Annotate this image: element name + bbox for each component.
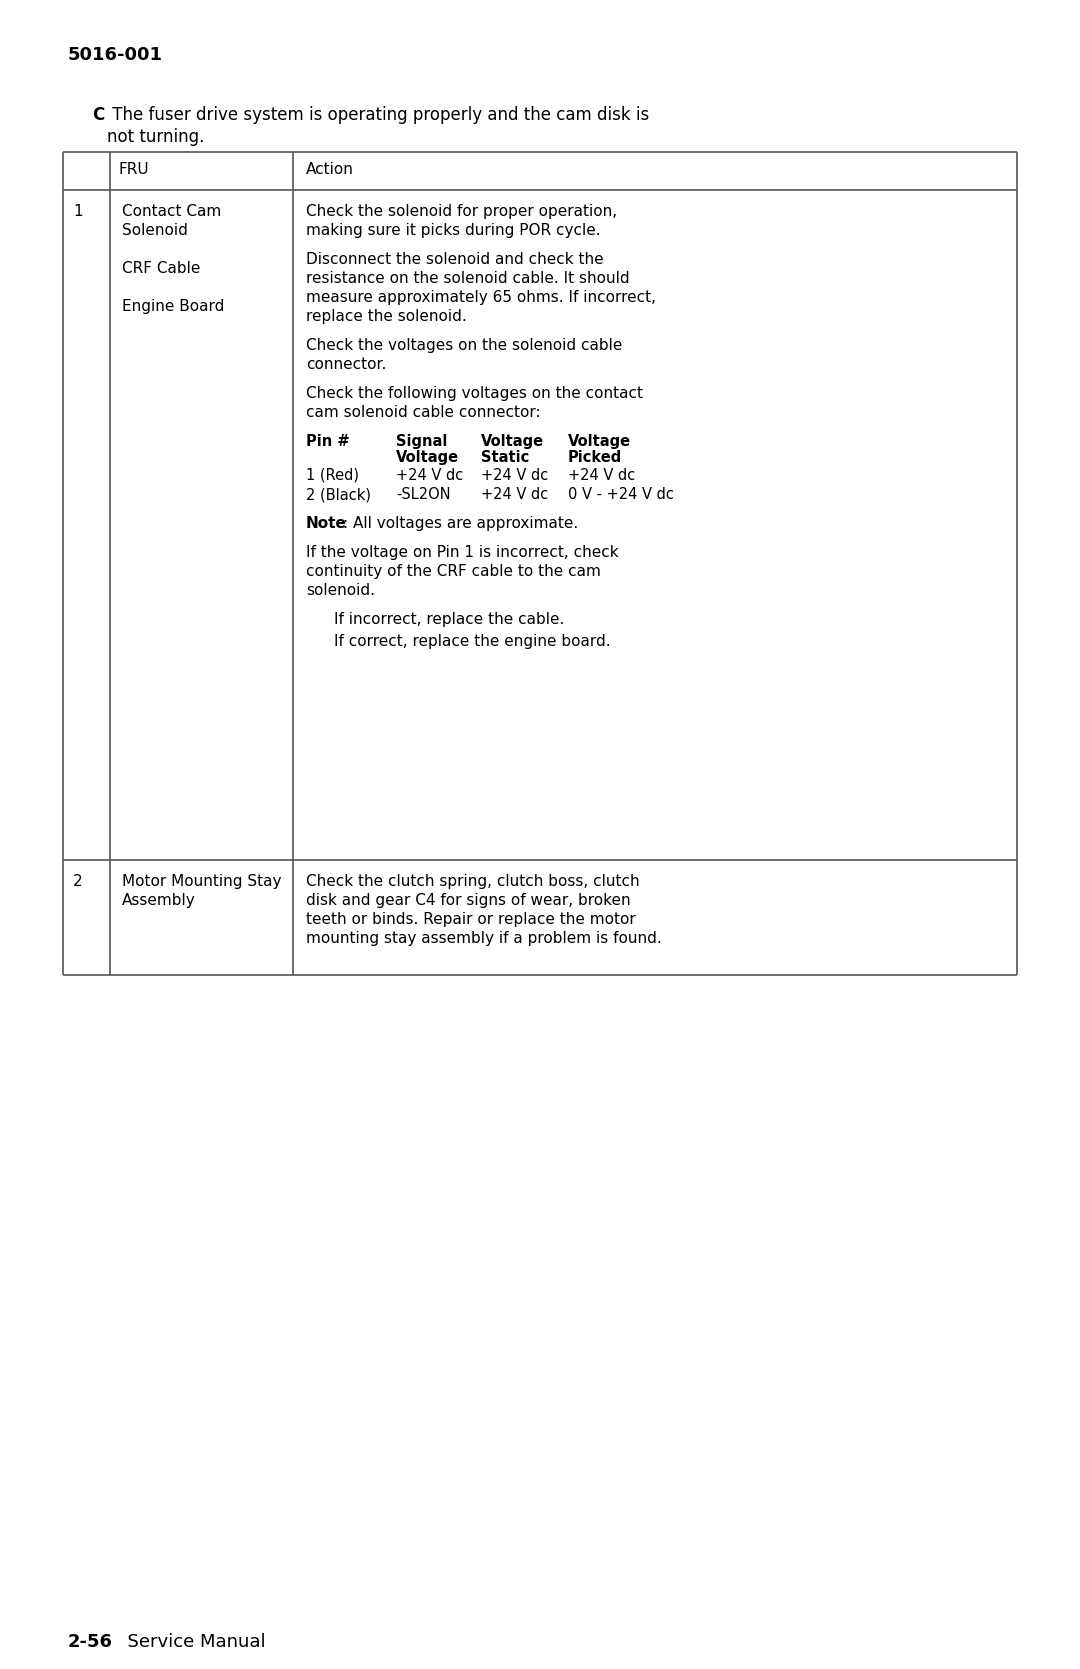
Text: Pin #: Pin # — [306, 434, 350, 449]
Text: Service Manual: Service Manual — [116, 1632, 266, 1651]
Text: If incorrect, replace the cable.: If incorrect, replace the cable. — [334, 613, 565, 628]
Text: continuity of the CRF cable to the cam: continuity of the CRF cable to the cam — [306, 564, 600, 579]
Text: making sure it picks during POR cycle.: making sure it picks during POR cycle. — [306, 224, 600, 239]
Text: teeth or binds. Repair or replace the motor: teeth or binds. Repair or replace the mo… — [306, 911, 636, 926]
Text: Voltage: Voltage — [481, 434, 544, 449]
Text: cam solenoid cable connector:: cam solenoid cable connector: — [306, 406, 541, 421]
Text: Motor Mounting Stay: Motor Mounting Stay — [122, 875, 282, 890]
Text: If correct, replace the engine board.: If correct, replace the engine board. — [334, 634, 610, 649]
Text: Picked: Picked — [568, 451, 622, 466]
Text: 5016-001: 5016-001 — [68, 47, 163, 63]
Text: CRF Cable: CRF Cable — [122, 260, 201, 275]
Text: Note: Note — [306, 516, 347, 531]
Text: 1 (Red): 1 (Red) — [306, 467, 359, 482]
Text: C: C — [92, 107, 105, 124]
Text: 1: 1 — [73, 204, 83, 219]
Text: Check the solenoid for proper operation,: Check the solenoid for proper operation, — [306, 204, 617, 219]
Text: Engine Board: Engine Board — [122, 299, 225, 314]
Text: -SL2ON: -SL2ON — [396, 487, 450, 502]
Text: : All voltages are approximate.: : All voltages are approximate. — [343, 516, 578, 531]
Text: Voltage: Voltage — [568, 434, 631, 449]
Text: Assembly: Assembly — [122, 893, 195, 908]
Text: resistance on the solenoid cable. It should: resistance on the solenoid cable. It sho… — [306, 270, 630, 285]
Text: Signal: Signal — [396, 434, 447, 449]
Text: Voltage: Voltage — [396, 451, 459, 466]
Text: +24 V dc: +24 V dc — [481, 467, 549, 482]
Text: Check the clutch spring, clutch boss, clutch: Check the clutch spring, clutch boss, cl… — [306, 875, 639, 890]
Text: +24 V dc: +24 V dc — [396, 467, 463, 482]
Text: mounting stay assembly if a problem is found.: mounting stay assembly if a problem is f… — [306, 931, 662, 946]
Text: Solenoid: Solenoid — [122, 224, 188, 239]
Text: 2: 2 — [73, 875, 83, 890]
Text: FRU: FRU — [118, 162, 149, 177]
Text: +24 V dc: +24 V dc — [568, 467, 635, 482]
Text: Disconnect the solenoid and check the: Disconnect the solenoid and check the — [306, 252, 604, 267]
Text: Action: Action — [306, 162, 354, 177]
Text: The fuser drive system is operating properly and the cam disk is: The fuser drive system is operating prop… — [107, 107, 649, 124]
Text: Static: Static — [481, 451, 529, 466]
Text: 2-56: 2-56 — [68, 1632, 113, 1651]
Text: 0 V - +24 V dc: 0 V - +24 V dc — [568, 487, 674, 502]
Text: disk and gear C4 for signs of wear, broken: disk and gear C4 for signs of wear, brok… — [306, 893, 631, 908]
Text: +24 V dc: +24 V dc — [481, 487, 549, 502]
Text: Check the voltages on the solenoid cable: Check the voltages on the solenoid cable — [306, 339, 622, 354]
Text: 2 (Black): 2 (Black) — [306, 487, 372, 502]
Text: measure approximately 65 ohms. If incorrect,: measure approximately 65 ohms. If incorr… — [306, 290, 656, 305]
Text: If the voltage on Pin 1 is incorrect, check: If the voltage on Pin 1 is incorrect, ch… — [306, 546, 619, 561]
Text: solenoid.: solenoid. — [306, 582, 375, 598]
Text: Contact Cam: Contact Cam — [122, 204, 221, 219]
Text: Check the following voltages on the contact: Check the following voltages on the cont… — [306, 386, 643, 401]
Text: not turning.: not turning. — [107, 129, 204, 145]
Text: connector.: connector. — [306, 357, 387, 372]
Text: replace the solenoid.: replace the solenoid. — [306, 309, 467, 324]
